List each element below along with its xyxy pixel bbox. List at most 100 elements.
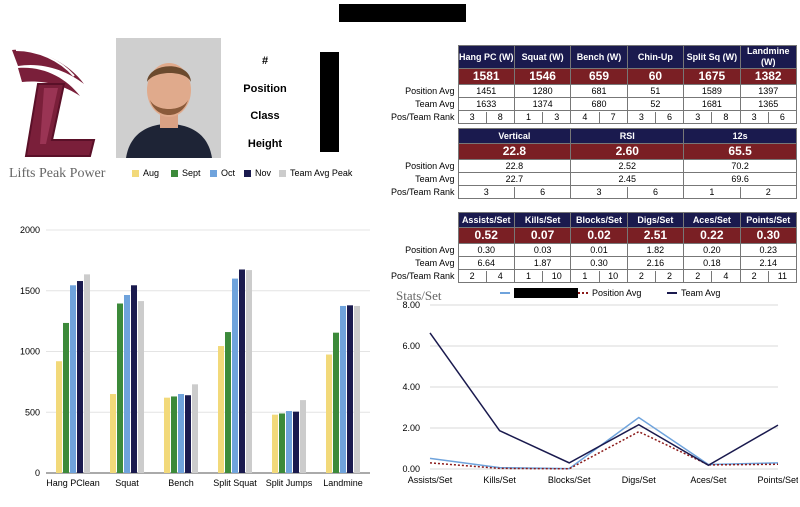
jump-posavg-cell: 70.2 <box>683 159 797 173</box>
bar-x-tick: Split Squat <box>213 478 257 488</box>
set-team-avg-label: Team Avg <box>415 257 455 268</box>
jump-teamavg-cell: 2.45 <box>570 172 685 186</box>
line-y-tick: 0.00 <box>402 464 420 474</box>
lift-value-squat: 1546 <box>513 68 572 85</box>
lift-posavg-cell: 1280 <box>513 84 572 98</box>
team-rank: 6 <box>626 186 683 198</box>
set-header-kills: Kills/Set <box>513 212 572 228</box>
lift-stats-table: Hang PC (W) Squat (W) Bench (W) Chin-Up … <box>384 45 798 124</box>
bar <box>232 278 238 473</box>
bar <box>272 414 278 473</box>
set-position-avg-label: Position Avg <box>405 244 455 255</box>
set-posavg-cell: 0.03 <box>513 243 572 257</box>
bar <box>246 270 252 473</box>
lift-position-avg-label: Position Avg <box>405 85 455 96</box>
legend-athlete-swatch <box>500 292 510 294</box>
set-rank-label: Pos/Team Rank <box>390 270 455 281</box>
set-header-digs: Digs/Set <box>626 212 685 228</box>
set-teamavg-cell: 0.30 <box>570 256 628 270</box>
pos-rank: 1 <box>709 186 715 197</box>
jump-teamavg-cell: 69.6 <box>683 172 797 186</box>
lift-teamavg-cell: 1681 <box>683 97 741 111</box>
bar-y-tick: 1000 <box>20 347 40 357</box>
pos-rank: 1 <box>526 270 532 281</box>
bar-x-tick: Landmine <box>323 478 363 488</box>
bar <box>354 305 360 473</box>
lift-value-hangpc: 1581 <box>457 68 515 85</box>
set-posavg-cell: 1.82 <box>626 243 685 257</box>
line-y-tick: 4.00 <box>402 382 420 392</box>
legend-nov: Nov <box>244 168 271 178</box>
jump-value-12s: 65.5 <box>683 143 797 160</box>
bar-x-tick: Squat <box>115 478 139 488</box>
lift-teamavg-cell: 52 <box>626 97 685 111</box>
team-rank: 2 <box>739 186 796 198</box>
legend-team-avg-swatch <box>667 292 677 294</box>
jump-rank-label: Pos/Team Rank <box>390 186 455 197</box>
lift-posavg-cell: 1589 <box>683 84 741 98</box>
set-posavg-cell: 0.01 <box>570 243 628 257</box>
lift-teamavg-cell: 1374 <box>513 97 572 111</box>
jump-teamavg-cell: 22.7 <box>457 172 572 186</box>
lift-header-landmine: Landmine (W) <box>739 45 798 69</box>
set-value-aces: 0.22 <box>683 227 741 244</box>
bar <box>293 411 299 473</box>
jump-position-avg-row: Position Avg 22.8 2.52 70.2 <box>384 159 797 173</box>
legend-nov-swatch <box>244 169 251 177</box>
lift-teamavg-cell: 1633 <box>457 97 515 111</box>
legend-position-avg: Position Avg <box>578 288 641 298</box>
set-teamavg-cell: 6.64 <box>457 256 515 270</box>
team-rank: 2 <box>654 270 683 282</box>
legend-oct: Oct <box>210 168 235 178</box>
team-rank: 6 <box>513 186 570 198</box>
legend-position-avg-label: Position Avg <box>592 288 642 298</box>
bar <box>340 305 346 473</box>
line-y-tick: 6.00 <box>402 341 420 351</box>
set-team-avg-row: Team Avg 6.64 1.87 0.30 2.16 0.18 2.14 <box>384 256 798 270</box>
bar-y-tick: 2000 <box>20 225 40 235</box>
lift-value-blank <box>384 69 458 85</box>
lift-header-splitsq: Split Sq (W) <box>683 45 741 69</box>
bar <box>326 354 332 473</box>
bar <box>70 285 76 473</box>
lift-posavg-cell: 1451 <box>457 84 515 98</box>
bar <box>185 395 191 473</box>
legend-team-avg-peak-swatch <box>279 169 286 177</box>
jump-value-vertical: 22.8 <box>457 143 572 160</box>
set-rank-cell: 1 10 <box>513 269 572 283</box>
jump-value-row: 22.8 2.60 65.5 <box>384 143 797 160</box>
legend-team-avg: Team Avg <box>667 288 720 298</box>
lift-header-bench: Bench (W) <box>570 45 628 69</box>
bar-y-tick: 0 <box>35 468 40 478</box>
set-rank-cell: 2 11 <box>739 269 798 283</box>
bar <box>131 285 137 473</box>
set-teamavg-cell: 2.14 <box>739 256 798 270</box>
legend-position-avg-swatch <box>578 292 588 294</box>
lift-header-row: Hang PC (W) Squat (W) Bench (W) Chin-Up … <box>384 45 798 69</box>
brand-text: Lifts Peak Power <box>9 166 106 181</box>
set-posavg-cell: 0.30 <box>457 243 515 257</box>
bar <box>56 361 62 473</box>
legend-team-avg-peak-label: Team Avg Peak <box>290 168 353 178</box>
legend-aug-label: Aug <box>143 168 160 178</box>
lift-team-avg-row: Team Avg 1633 1374 680 52 1681 1365 <box>384 97 798 111</box>
bar <box>164 397 170 473</box>
profile-height-label: Height <box>247 138 283 150</box>
set-value-kills: 0.07 <box>513 227 572 244</box>
pos-rank: 1 <box>582 270 588 281</box>
legend-athlete-redacted <box>514 288 578 298</box>
set-teamavg-cell: 0.18 <box>683 256 741 270</box>
bar <box>333 332 339 473</box>
legend-sept: Sept <box>171 168 201 178</box>
legend-team-avg-peak: Team Avg Peak <box>279 168 352 178</box>
lift-posavg-cell: 51 <box>626 84 685 98</box>
bar-x-tick: Hang PClean <box>46 478 100 488</box>
line-x-tick: Kills/Set <box>483 475 516 485</box>
set-header-assists: Assists/Set <box>457 212 515 228</box>
